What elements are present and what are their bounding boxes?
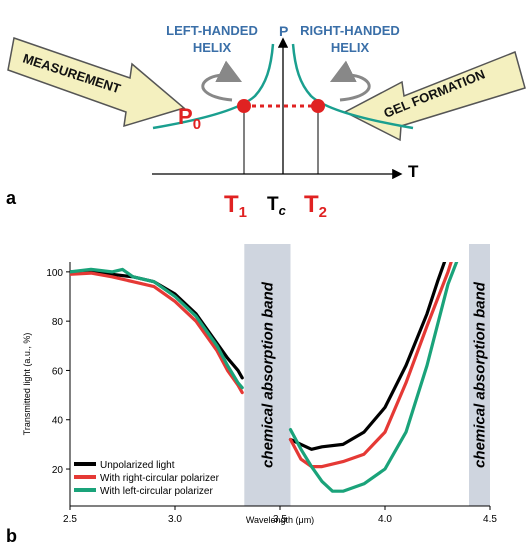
absorption-bands: chemical absorption band chemical absorpt… [244,244,490,506]
x-tick-label: 4.5 [483,514,497,525]
x-ticks: 2.5 3.0 3.5 4.0 4.5 [63,506,497,525]
panel-b: chemical absorption band chemical absorpt… [6,244,497,546]
y-ticks: 100 80 60 40 20 [46,268,70,476]
panel-a: MEASUREMENT GEL FORMATION LEFT-HANDED HE… [6,23,526,221]
t-axis-label: T [408,162,419,181]
right-branch-curve [291,43,414,130]
x-tick-label: 4.0 [378,514,392,525]
absorption-band-1 [244,244,291,506]
legend: Unpolarized light With right-circular pol… [74,460,220,497]
y-axis-title: Transmitted light (a.u., %) [22,333,32,436]
t2-point [311,99,325,113]
series-lines [70,262,459,493]
absorption-band-2 [469,244,490,506]
right-rotation-icon [329,60,371,102]
absorption-band-label-1: chemical absorption band [259,281,276,468]
legend-label-1: Unpolarized light [100,460,175,471]
legend-label-2: With right-circular polarizer [100,473,220,484]
p0-label: P0 [178,104,201,133]
x-tick-label: 3.0 [168,514,182,525]
y-tick-label: 60 [52,366,64,377]
left-handed-label: LEFT-HANDED [166,23,258,38]
p-axis-label: P [279,23,288,39]
tc-label: Tc [267,194,287,218]
right-handed-label-2: HELIX [331,40,370,55]
series-1-line-segment-2 [288,262,447,451]
left-rotation-icon [201,60,243,102]
series-3-line-segment-2 [288,262,459,493]
gel-formation-arrow: GEL FORMATION [343,50,526,142]
right-handed-label: RIGHT-HANDED [300,23,400,38]
legend-label-3: With left-circular polarizer [100,486,213,497]
x-axis-title: Wavelength (μm) [246,515,314,525]
x-tick-label: 2.5 [63,514,77,525]
y-tick-label: 80 [52,317,64,328]
y-tick-label: 20 [52,465,64,476]
series-2-line-segment-1 [70,271,244,395]
series-2-line-segment-2 [288,262,453,469]
panel-a-label: a [6,188,17,208]
y-tick-label: 100 [46,268,63,279]
t2-label: T2 [304,191,327,221]
absorption-band-label-2: chemical absorption band [472,281,489,468]
left-handed-label-2: HELIX [193,40,232,55]
t1-label: T1 [224,191,247,221]
measurement-arrow: MEASUREMENT [7,37,186,128]
series-1-line-segment-1 [70,269,244,380]
series-3-line-segment-1 [70,267,244,390]
t1-point [237,99,251,113]
y-tick-label: 40 [52,416,64,427]
x-tick-label: 3.5 [273,514,287,525]
left-branch-curve [152,43,275,130]
panel-b-label: b [6,526,17,546]
